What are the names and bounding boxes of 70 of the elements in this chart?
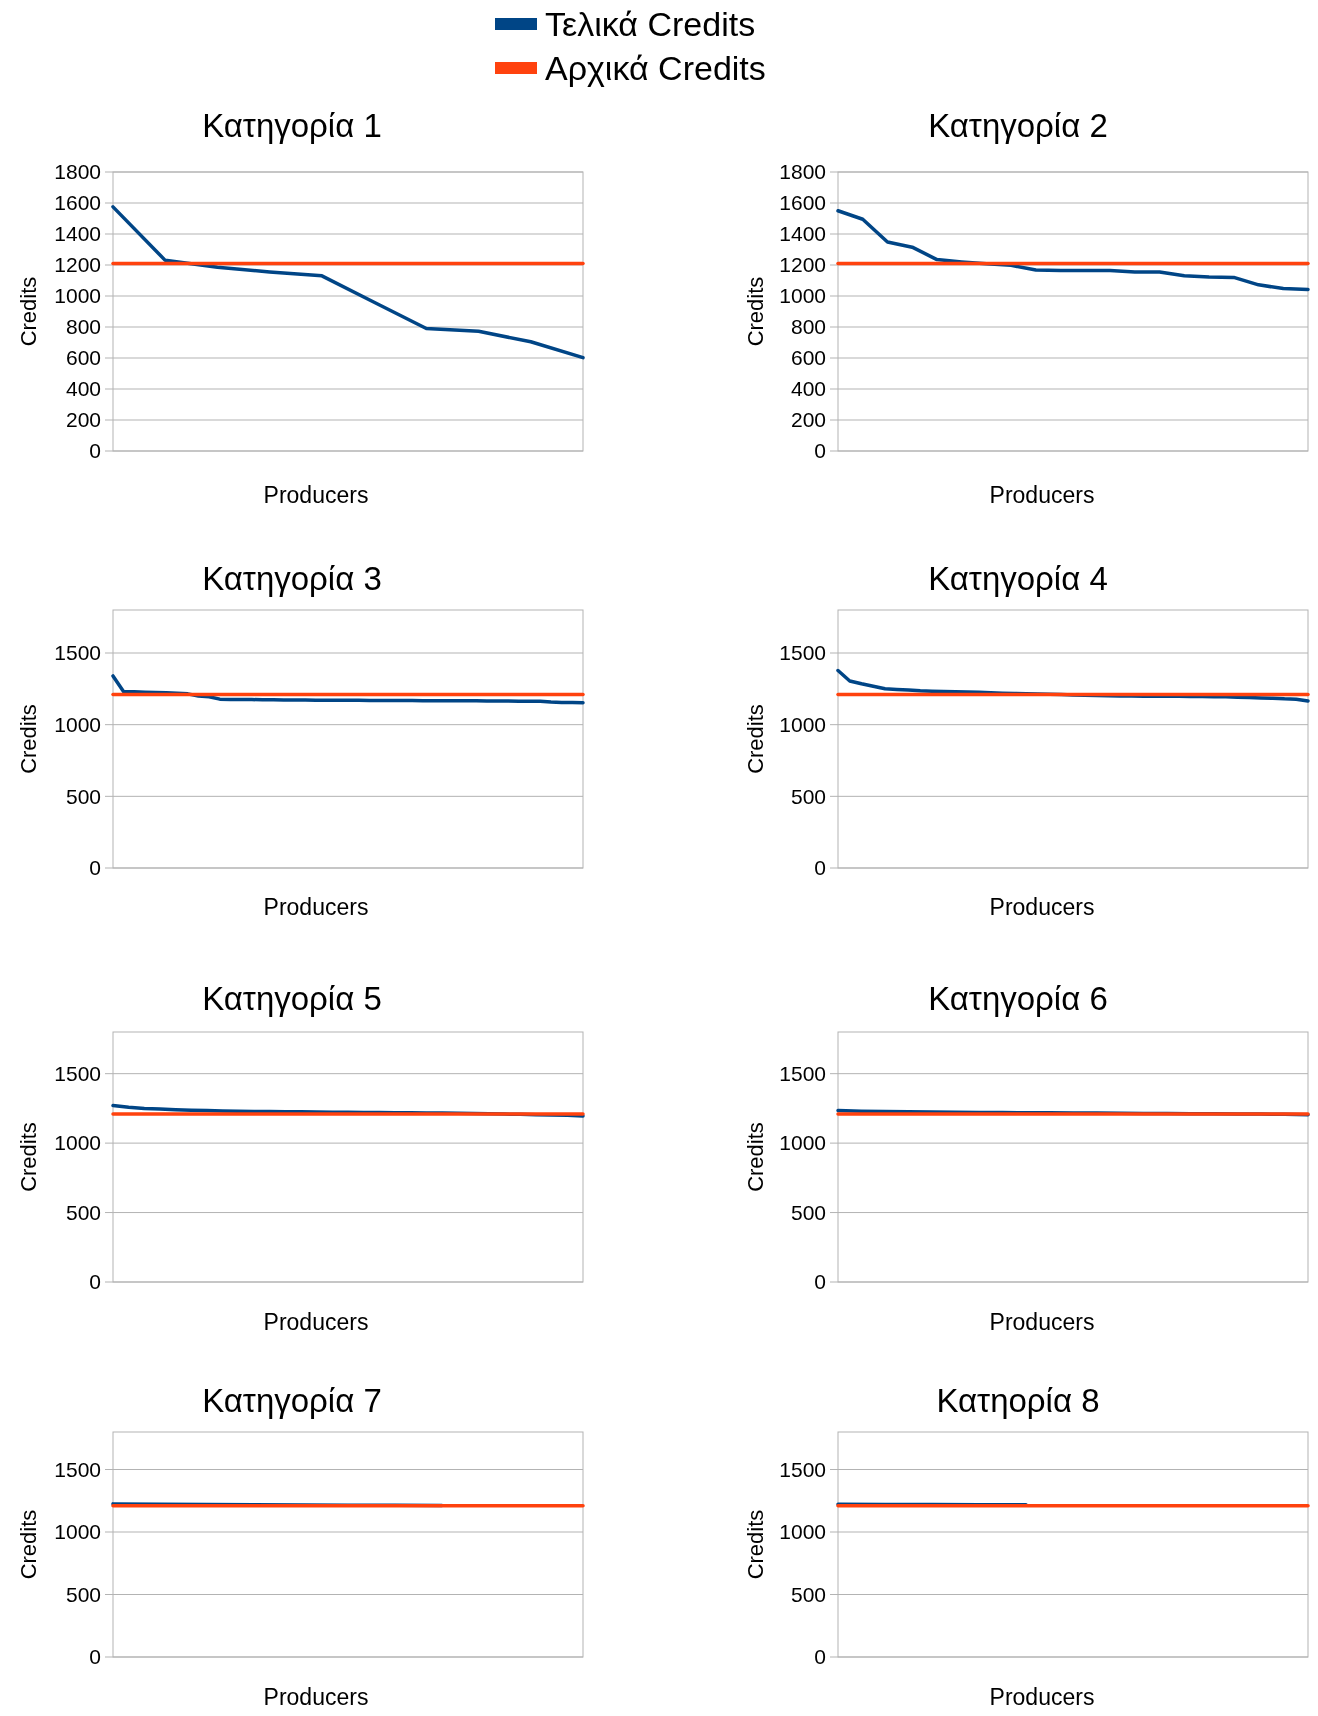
x-axis-title: Producers <box>263 1309 369 1335</box>
y-tick-label: 1000 <box>54 1131 101 1155</box>
y-tick-label: 0 <box>814 1645 826 1669</box>
y-tick-label: 400 <box>65 377 101 401</box>
chart-title: Κατηγορία 1 <box>202 107 382 144</box>
y-tick-label: 1500 <box>54 1062 101 1086</box>
chart-title: Κατηγορία 3 <box>202 560 382 597</box>
x-axis-title: Producers <box>263 482 369 508</box>
y-axis-title: Credits <box>742 704 768 774</box>
y-tick-label: 600 <box>790 346 826 370</box>
x-axis-title: Producers <box>989 894 1095 920</box>
y-tick-label: 1200 <box>779 253 826 277</box>
y-tick-label: 500 <box>65 784 101 808</box>
chart-title: Κατηορία 8 <box>936 1382 1100 1419</box>
y-tick-label: 1000 <box>779 713 826 737</box>
legend-label: Αρχικά Credits <box>545 48 766 87</box>
y-tick-label: 1500 <box>779 1062 826 1086</box>
y-tick-label: 800 <box>65 315 101 339</box>
y-tick-label: 1000 <box>779 1131 826 1155</box>
y-axis-title: Credits <box>15 276 41 347</box>
y-tick-label: 1500 <box>54 641 101 665</box>
y-tick-label: 0 <box>814 439 826 463</box>
y-tick-label: 0 <box>89 1270 101 1294</box>
y-axis-title: Credits <box>15 1122 41 1192</box>
x-axis-title: Producers <box>989 1309 1095 1335</box>
y-tick-label: 1400 <box>54 222 101 246</box>
chart-title: Κατηγορία 4 <box>928 560 1108 597</box>
y-axis-title: Credits <box>15 704 41 774</box>
y-tick-label: 500 <box>65 1200 101 1224</box>
y-tick-label: 500 <box>790 784 826 808</box>
y-tick-label: 800 <box>790 315 826 339</box>
y-tick-label: 1000 <box>779 1520 826 1544</box>
y-tick-label: 0 <box>89 1645 101 1669</box>
y-axis-title: Credits <box>15 1509 41 1580</box>
y-tick-label: 1000 <box>54 713 101 737</box>
y-tick-label: 0 <box>814 1270 826 1294</box>
y-tick-label: 400 <box>790 377 826 401</box>
y-tick-label: 500 <box>790 1200 826 1224</box>
y-axis-title: Credits <box>742 1122 768 1192</box>
y-tick-label: 1500 <box>779 641 826 665</box>
y-axis-title: Credits <box>742 1509 768 1580</box>
y-tick-label: 0 <box>89 856 101 880</box>
y-tick-label: 1500 <box>54 1457 101 1481</box>
chart-title: Κατηγορία 5 <box>202 980 382 1017</box>
y-tick-label: 0 <box>89 439 101 463</box>
chart-title: Κατηγορία 6 <box>928 980 1108 1017</box>
y-tick-label: 1000 <box>779 284 826 308</box>
y-tick-label: 1600 <box>54 191 101 215</box>
y-tick-label: 1500 <box>779 1457 826 1481</box>
y-tick-label: 1800 <box>54 160 101 184</box>
y-axis-title: Credits <box>742 276 768 347</box>
chart-title: Κατηγορία 7 <box>202 1382 382 1419</box>
x-axis-title: Producers <box>989 1684 1095 1710</box>
y-tick-label: 500 <box>790 1582 826 1606</box>
y-tick-label: 1400 <box>779 222 826 246</box>
chart-title: Κατηγορία 2 <box>928 107 1108 144</box>
y-tick-label: 1800 <box>779 160 826 184</box>
y-tick-label: 1600 <box>779 191 826 215</box>
y-tick-label: 1000 <box>54 1520 101 1544</box>
x-axis-title: Producers <box>989 482 1095 508</box>
y-tick-label: 200 <box>790 408 826 432</box>
y-tick-label: 1200 <box>54 253 101 277</box>
y-tick-label: 1000 <box>54 284 101 308</box>
x-axis-title: Producers <box>263 894 369 920</box>
y-tick-label: 0 <box>814 856 826 880</box>
y-tick-label: 600 <box>65 346 101 370</box>
y-tick-label: 200 <box>65 408 101 432</box>
legend-label: Τελικά Credits <box>545 4 756 43</box>
y-tick-label: 500 <box>65 1582 101 1606</box>
x-axis-title: Producers <box>263 1684 369 1710</box>
